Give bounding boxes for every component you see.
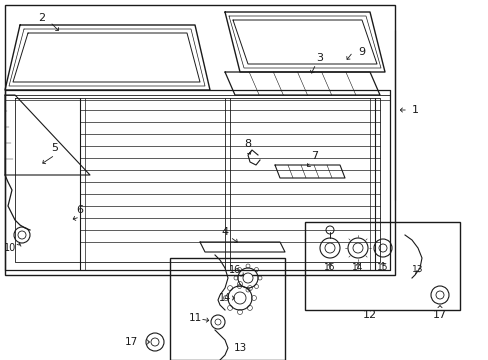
Text: 13: 13 <box>233 343 246 353</box>
Circle shape <box>352 243 362 253</box>
Circle shape <box>378 244 386 252</box>
Circle shape <box>234 292 245 304</box>
Bar <box>305 222 459 310</box>
Bar <box>170 258 285 360</box>
Circle shape <box>325 243 334 253</box>
Text: 1: 1 <box>411 105 418 115</box>
Circle shape <box>215 319 221 325</box>
Circle shape <box>435 291 443 299</box>
Circle shape <box>243 273 252 283</box>
Text: 11: 11 <box>188 313 201 323</box>
Text: 13: 13 <box>411 266 423 275</box>
Text: 14: 14 <box>219 293 231 303</box>
Text: 5: 5 <box>51 143 59 153</box>
Text: 17: 17 <box>124 337 138 347</box>
Text: 7: 7 <box>311 151 318 161</box>
Circle shape <box>151 338 159 346</box>
Text: 14: 14 <box>351 264 363 273</box>
Text: 12: 12 <box>362 310 376 320</box>
Text: 6: 6 <box>76 205 83 215</box>
Text: 4: 4 <box>221 227 228 237</box>
Text: 16: 16 <box>228 265 241 275</box>
Text: 2: 2 <box>39 13 45 23</box>
Text: 9: 9 <box>358 47 365 57</box>
Text: 16: 16 <box>324 264 335 273</box>
Text: 8: 8 <box>244 139 251 149</box>
Bar <box>5 5 394 275</box>
Text: 10: 10 <box>4 243 16 253</box>
Text: 15: 15 <box>376 264 388 273</box>
Text: 3: 3 <box>316 53 323 63</box>
Text: 17: 17 <box>432 310 446 320</box>
